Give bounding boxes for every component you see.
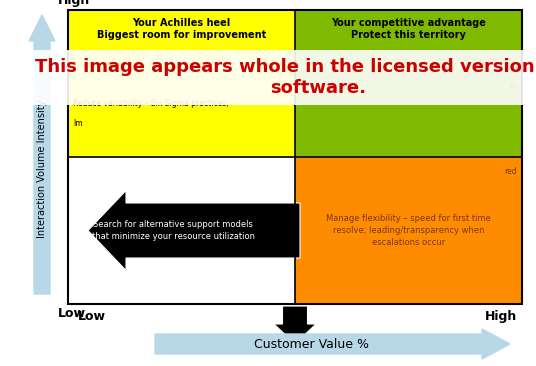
Text: n,: n, [510, 81, 517, 90]
FancyArrow shape [155, 329, 510, 359]
Text: Low: Low [78, 310, 106, 323]
Bar [68, 10, 522, 304]
Bar [295, 157, 522, 304]
Text: Customer Value %: Customer Value % [254, 337, 369, 351]
Text: Your competitive advantage
Protect this territory: Your competitive advantage Protect this … [331, 18, 486, 40]
Text: High: High [58, 0, 90, 7]
Text: Search for alternative support models
that minimize your resource utilization: Search for alternative support models th… [92, 220, 255, 241]
Text: Reduce variability – Six Sigma practices;: Reduce variability – Six Sigma practices… [73, 99, 229, 108]
Text: Im: Im [73, 119, 83, 128]
Bar [68, 10, 295, 157]
Bar [68, 10, 522, 304]
Text: Interaction Volume Intensity: Interaction Volume Intensity [37, 99, 47, 238]
FancyArrow shape [88, 190, 300, 270]
Bar [295, 10, 522, 157]
Text: Low: Low [58, 307, 86, 320]
Text: Manage flexibility – speed for first time
resolve; leading/transparency when
esc: Manage flexibility – speed for first tim… [326, 214, 491, 247]
Text: Your Achilles heel
Biggest room for improvement: Your Achilles heel Biggest room for impr… [97, 18, 266, 40]
Text: red: red [504, 167, 517, 176]
Text: This image appears whole in the licensed version of the
software.: This image appears whole in the licensed… [35, 58, 536, 97]
Text: High: High [485, 310, 517, 323]
FancyArrow shape [274, 306, 316, 344]
FancyArrow shape [29, 15, 55, 294]
